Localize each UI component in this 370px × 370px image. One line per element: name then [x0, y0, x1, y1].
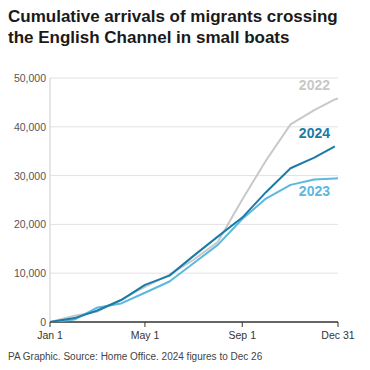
grid-line: [50, 273, 338, 274]
grid-line: [50, 175, 338, 176]
title-line: the English Channel in small boats: [8, 28, 290, 47]
grid-line: [50, 322, 338, 323]
y-tick-label: 20,000: [14, 218, 46, 230]
y-tick-label: 10,000: [14, 267, 46, 279]
x-tick: [242, 322, 243, 327]
lines: [50, 99, 338, 323]
series-line: [50, 99, 338, 323]
series-line: [50, 178, 338, 322]
series-line: [50, 146, 335, 322]
grid-line: [50, 126, 338, 127]
source: PA Graphic. Source: Home Office. 2024 fi…: [8, 351, 263, 362]
y-axis-line: [50, 78, 51, 322]
grid-line: [50, 78, 338, 79]
grid-line: [50, 224, 338, 225]
series-label: 2024: [299, 125, 330, 141]
y-tick-label: 0: [40, 316, 46, 328]
series-label: 2022: [299, 77, 330, 93]
chart: Cumulative arrivals of migrants crossing…: [0, 0, 370, 370]
x-tick-label: Sep 1: [229, 329, 257, 341]
x-tick-label: Dec 31: [321, 329, 354, 341]
y-tick-label: 30,000: [14, 170, 46, 182]
x-axis-line: [50, 322, 338, 323]
x-tick: [338, 322, 339, 327]
x-tick-label: Jan 1: [37, 329, 63, 341]
title: Cumulative arrivals of migrants crossing…: [8, 7, 338, 47]
series-label: 2023: [299, 183, 330, 199]
x-tick: [144, 322, 145, 327]
title-line: Cumulative arrivals of migrants crossing: [8, 7, 338, 26]
x-tick-label: May 1: [131, 329, 160, 341]
grid: [50, 78, 338, 322]
x-tick: [50, 322, 51, 327]
y-tick-label: 50,000: [14, 72, 46, 84]
y-tick-label: 40,000: [14, 121, 46, 133]
